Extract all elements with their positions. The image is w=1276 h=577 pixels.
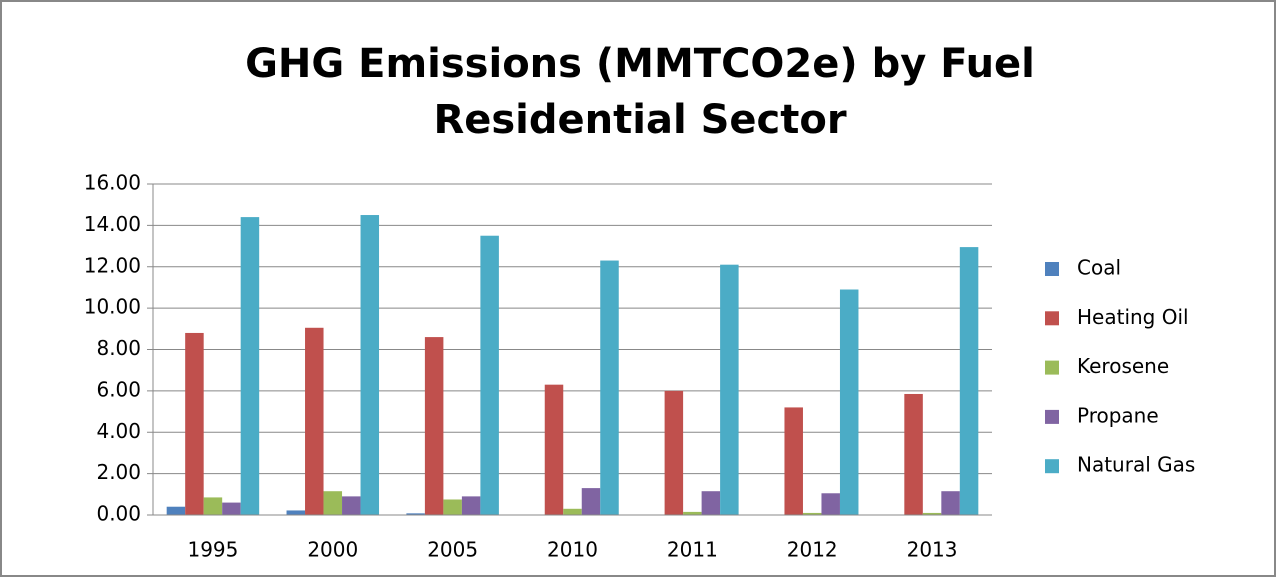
y-tick-label: 2.00 <box>96 460 141 484</box>
legend-label: Heating Oil <box>1077 305 1189 329</box>
bar <box>461 496 481 515</box>
bar <box>701 491 721 515</box>
bar <box>323 491 343 515</box>
bar <box>683 511 702 515</box>
x-tick-label: 2013 <box>907 538 958 562</box>
chart-subtitle: Residential Sector <box>433 97 846 143</box>
bar <box>166 506 186 515</box>
bar <box>286 510 306 515</box>
x-tick-label: 2012 <box>787 538 838 562</box>
bar <box>720 264 739 515</box>
y-tick-label: 10.00 <box>84 295 141 319</box>
bar <box>839 289 859 515</box>
bar <box>443 499 462 515</box>
bar <box>581 488 601 515</box>
y-tick-label: 12.00 <box>84 253 141 277</box>
bar <box>802 512 822 515</box>
legend-label: Coal <box>1077 256 1121 280</box>
legend-swatch <box>1045 459 1059 474</box>
bar <box>784 407 803 515</box>
bar <box>305 327 324 515</box>
y-tick-label: 8.00 <box>96 336 141 360</box>
bar <box>342 496 361 515</box>
bar <box>203 497 223 515</box>
bar <box>664 390 684 515</box>
legend-swatch <box>1045 360 1059 375</box>
x-tick-label: 1995 <box>187 538 238 562</box>
x-tick-label: 2011 <box>667 538 718 562</box>
x-tick-label: 2010 <box>547 538 598 562</box>
y-tick-label: 4.00 <box>96 419 141 443</box>
bar <box>941 491 960 515</box>
bar <box>922 512 942 515</box>
bar <box>563 508 582 515</box>
x-tick-label: 2005 <box>427 538 478 562</box>
legend-label: Natural Gas <box>1077 453 1195 477</box>
legend-swatch <box>1045 311 1059 326</box>
legend-label: Kerosene <box>1077 354 1169 378</box>
bar <box>600 260 619 515</box>
y-tick-label: 14.00 <box>84 212 141 236</box>
bar <box>480 235 499 515</box>
bar <box>821 493 840 515</box>
legend-label: Propane <box>1077 403 1159 427</box>
bar <box>406 513 425 515</box>
legend-swatch <box>1045 262 1059 276</box>
bar <box>222 502 241 515</box>
bar <box>360 215 380 515</box>
y-tick-label: 0.00 <box>96 502 141 526</box>
bar <box>185 332 204 515</box>
bar <box>240 217 260 515</box>
x-tick-label: 2000 <box>307 538 358 562</box>
bar <box>424 337 444 515</box>
bar <box>904 393 923 515</box>
bar <box>959 247 979 516</box>
legend-swatch <box>1045 409 1059 424</box>
chart-title: GHG Emissions (MMTCO2e) by Fuel <box>245 41 1035 87</box>
y-tick-label: 16.00 <box>84 171 141 195</box>
bar <box>544 384 564 515</box>
y-tick-label: 6.00 <box>96 377 141 401</box>
